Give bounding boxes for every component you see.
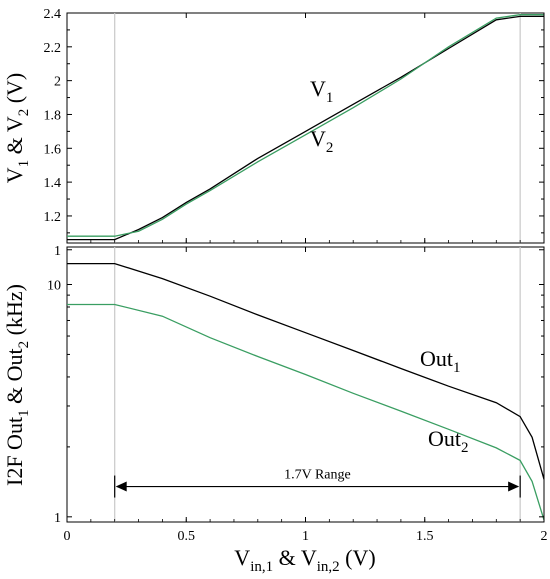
bottom-x-ticks: 0 0.5 1 1.5 2 (64, 529, 548, 544)
bottom-y-axis-label: I2F Out1 & Out2 (kHz) (2, 284, 32, 486)
bottom-series-2-label: Out2 (428, 426, 469, 456)
range-annotation: 1.7V Range (114, 468, 521, 498)
bottom-frequency-panel: 1 10 0 0.5 1 1.5 2 1.7V Range I2F Out1 & Out2… (2, 246, 548, 575)
top-y-tick-label: 1 (54, 244, 61, 259)
x-tick-label: 1 (302, 529, 309, 544)
x-tick-label: 0 (64, 529, 71, 544)
bottom-y-tick-label: 1 (54, 511, 61, 526)
x-tick-label: 1.5 (416, 529, 434, 544)
top-y-tick-label: 1.4 (44, 176, 62, 191)
range-label: 1.7V Range (284, 468, 351, 483)
bottom-y-tick-label: 10 (47, 278, 61, 293)
top-y-tick-label: 1.6 (44, 142, 62, 157)
bottom-series-1-label: Out1 (420, 346, 461, 376)
top-guide-lines (114, 13, 521, 243)
range-arrow-left-head (115, 481, 127, 492)
top-plot-frame (66, 12, 545, 244)
top-series-2-label: V2 (310, 126, 333, 156)
x-tick-label: 0.5 (178, 529, 196, 544)
x-tick-label: 2 (541, 529, 548, 544)
bottom-series-lines (67, 262, 545, 521)
top-voltage-panel: 1 1.2 1.4 1.6 1.8 2 2.2 2.4 V1 & V2 (V) V1 V2 (2, 7, 545, 259)
bottom-y-ticks: 1 10 (47, 247, 545, 526)
top-series-2-line (67, 14, 544, 237)
top-y-tick-label: 2.4 (44, 7, 62, 22)
top-series-lines (67, 14, 544, 241)
top-y-tick-label: 2.2 (44, 41, 62, 56)
bottom-series-1-line (67, 262, 545, 480)
range-arrow-right-head (508, 481, 520, 492)
top-y-ticks: 1 1.2 1.4 1.6 1.8 2 2.2 2.4 (44, 7, 545, 259)
x-axis-label: Vin,1 & Vin,2 (V) (234, 545, 375, 575)
top-y-axis-label: V1 & V2 (V) (2, 73, 32, 184)
top-y-tick-label: 1.8 (44, 108, 62, 123)
bottom-series-2-line (67, 303, 545, 521)
top-series-1-line (67, 15, 544, 241)
top-y-tick-label: 2 (54, 75, 61, 90)
top-y-tick-label: 1.2 (44, 210, 62, 225)
top-series-1-label: V1 (310, 76, 333, 106)
